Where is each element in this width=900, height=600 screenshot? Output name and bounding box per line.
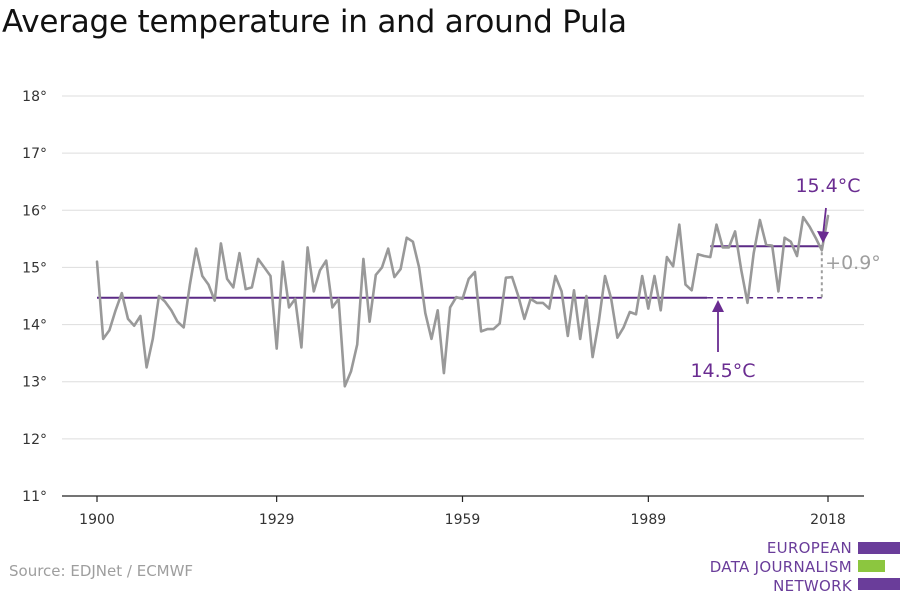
x-tick-label-1929: 1929 — [259, 512, 295, 528]
y-tick-label-16: 16° — [22, 203, 47, 219]
annotation-arrow-longterm-head — [712, 300, 724, 312]
annotation-arrow-recent-shaft — [822, 207, 827, 236]
logo-line-3: NETWORK — [773, 577, 852, 595]
x-tick-label-1989: 1989 — [631, 512, 667, 528]
annotation-recent-average: 15.4°C — [795, 175, 860, 197]
source-credit: Source: EDJNet / ECMWF — [9, 562, 194, 580]
grid-lines — [62, 95, 864, 440]
y-tick-label-13: 13° — [22, 375, 47, 391]
edjnet-logo: EUROPEAN DATA JOURNALISM NETWORK — [660, 539, 900, 595]
y-axis-tick-labels: 11° 12° 13° 14° 15° 16° 17° 18° — [22, 89, 47, 505]
temperature-line — [95, 214, 830, 388]
logo-line-1: EUROPEAN — [766, 539, 852, 557]
y-tick-label-11: 11° — [22, 489, 47, 505]
y-tick-label-12: 12° — [22, 432, 47, 448]
annotations: 15.4°C 14.5°C +0.9° — [690, 175, 880, 382]
temperature-series — [95, 214, 830, 388]
chart-title: Average temperature in and around Pula — [2, 4, 627, 40]
annotation-longterm-average: 14.5°C — [690, 360, 755, 382]
x-axis-tick-labels: 1900 1929 1959 1989 2018 — [79, 512, 846, 528]
y-tick-label-18: 18° — [22, 89, 47, 105]
average-lines — [97, 245, 823, 299]
y-tick-label-17: 17° — [22, 146, 47, 162]
logo-bar-purple-bottom — [858, 578, 900, 590]
x-tick-label-1900: 1900 — [79, 512, 115, 528]
y-tick-label-14: 14° — [22, 318, 47, 334]
x-tick-label-1959: 1959 — [445, 512, 481, 528]
x-tick-label-2018: 2018 — [810, 512, 846, 528]
x-axis — [62, 495, 864, 502]
annotation-delta: +0.9° — [825, 252, 881, 274]
y-tick-label-15: 15° — [22, 260, 47, 276]
annotation-arrow-recent-head — [817, 231, 829, 243]
logo-line-2: DATA JOURNALISM — [709, 558, 852, 576]
logo-bar-green — [858, 560, 885, 572]
logo-bar-purple-top — [858, 542, 900, 554]
